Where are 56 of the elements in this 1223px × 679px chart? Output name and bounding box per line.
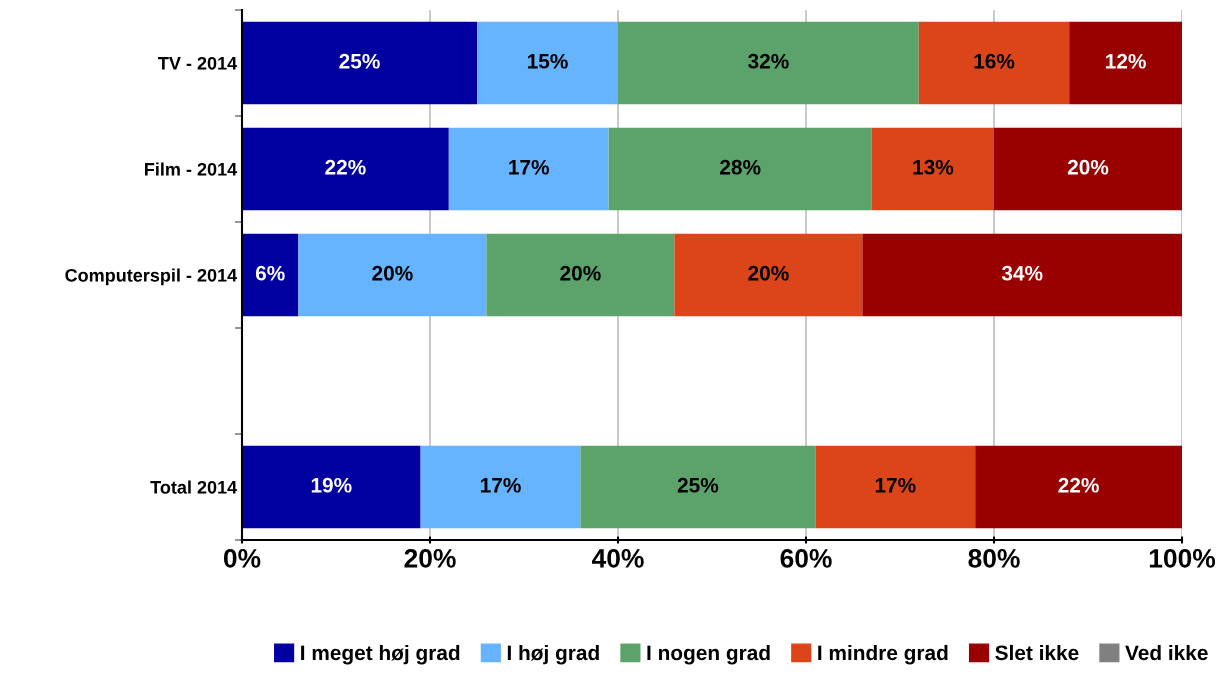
legend-label: I nogen grad — [647, 644, 770, 665]
bar — [420, 445, 581, 529]
legend-label: I mindre grad — [818, 644, 948, 665]
bar — [862, 233, 1182, 317]
y-tick-label: Total 2014 — [150, 480, 238, 494]
data-label: 20% — [1067, 159, 1109, 175]
bar — [486, 233, 675, 317]
data-label: 20% — [748, 265, 789, 281]
data-label: 19% — [311, 477, 352, 493]
data-label: 17% — [875, 477, 916, 493]
bar — [242, 445, 421, 529]
x-tick-label: 80% — [968, 549, 1020, 568]
data-label: 20% — [372, 265, 413, 281]
bar — [975, 445, 1182, 529]
data-label: 34% — [1001, 265, 1043, 281]
bar — [608, 127, 872, 211]
y-tick-label: TV - 2014 — [158, 56, 238, 70]
bar — [477, 21, 618, 105]
y-tick-label: Film - 2014 — [145, 162, 238, 176]
x-tick-label: 0% — [223, 549, 261, 568]
bar — [994, 127, 1182, 211]
data-label: 22% — [1058, 477, 1099, 493]
bar — [674, 233, 863, 317]
data-label: 25% — [677, 477, 719, 493]
bar — [918, 21, 1070, 105]
data-label: 6% — [255, 265, 285, 281]
legend-label: Slet ikke — [995, 644, 1079, 661]
legend-label: I høj grad — [507, 644, 599, 665]
legend-label: I meget høj grad — [301, 644, 460, 665]
x-tick-label: 20% — [404, 549, 456, 568]
data-label: 22% — [325, 159, 366, 175]
data-label: 20% — [560, 265, 601, 281]
bar — [1069, 21, 1182, 105]
data-label: 17% — [480, 477, 521, 493]
bar — [242, 127, 449, 211]
data-label: 17% — [509, 159, 549, 175]
bar — [580, 445, 816, 529]
x-tick-label: 100% — [1149, 549, 1216, 568]
bar — [871, 127, 994, 211]
bar — [298, 233, 487, 317]
y-tick-label: Computerspil - 2014 — [65, 268, 238, 286]
data-label: 32% — [748, 53, 789, 69]
bar — [242, 21, 477, 105]
data-label: 25% — [339, 53, 380, 69]
x-tick-label: 40% — [591, 549, 644, 568]
data-label: 16% — [974, 53, 1015, 69]
data-label: 13% — [913, 159, 954, 175]
data-label: 28% — [720, 159, 761, 175]
bar — [618, 21, 919, 105]
bar — [242, 233, 299, 317]
data-label: 12% — [1106, 53, 1146, 69]
x-tick-label: 60% — [780, 549, 832, 568]
bar — [815, 445, 976, 529]
data-label: 15% — [527, 53, 568, 69]
legend-label: Ved ikke — [1125, 644, 1208, 661]
bar — [448, 127, 609, 211]
